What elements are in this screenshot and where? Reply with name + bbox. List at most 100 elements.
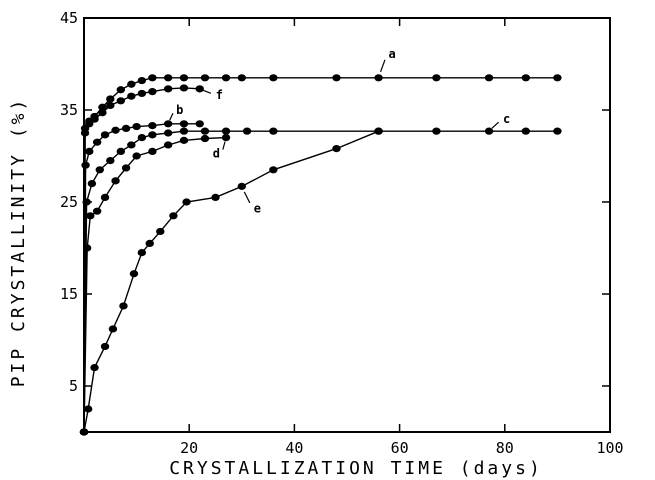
data-point xyxy=(200,127,210,135)
data-point xyxy=(100,193,110,201)
data-point xyxy=(484,127,494,135)
data-point xyxy=(137,89,147,98)
curve-label-leader-f xyxy=(203,89,212,94)
data-point xyxy=(211,193,220,201)
y-tick-label: 25 xyxy=(60,193,78,211)
data-point xyxy=(137,249,147,257)
data-point xyxy=(148,147,157,155)
data-point xyxy=(179,136,189,144)
data-point xyxy=(98,103,107,111)
data-point xyxy=(84,405,93,413)
data-point xyxy=(269,166,278,174)
data-point xyxy=(163,141,173,149)
data-point xyxy=(121,124,131,132)
data-point xyxy=(269,127,278,135)
curve-label-f: f xyxy=(216,88,223,102)
data-point xyxy=(111,177,120,185)
data-point xyxy=(195,120,204,128)
y-tick-label: 5 xyxy=(69,377,78,395)
curve-label-b: b xyxy=(176,103,183,117)
curve-label-leader-b xyxy=(169,113,174,121)
data-point xyxy=(92,138,102,146)
data-point xyxy=(156,227,165,236)
curve-label-leader-c xyxy=(491,121,500,129)
data-point xyxy=(95,166,104,174)
series-line-d xyxy=(83,136,227,433)
data-point xyxy=(79,428,89,436)
data-point xyxy=(148,122,157,130)
series-e xyxy=(79,127,383,436)
data-point xyxy=(145,239,154,247)
data-point xyxy=(127,141,136,149)
data-point xyxy=(374,74,383,82)
data-point xyxy=(484,74,494,82)
data-point xyxy=(179,127,189,135)
data-point xyxy=(179,84,189,92)
data-point xyxy=(432,127,441,135)
data-point xyxy=(221,127,231,135)
data-point xyxy=(521,74,531,82)
data-point xyxy=(82,244,92,252)
data-point xyxy=(85,147,94,155)
series-line-c xyxy=(83,130,558,433)
data-point xyxy=(106,157,115,165)
data-point xyxy=(269,74,278,82)
data-point xyxy=(100,342,110,351)
data-point xyxy=(332,145,341,153)
data-point xyxy=(85,120,94,128)
data-point xyxy=(100,131,110,139)
data-point xyxy=(81,161,90,169)
y-tick-label: 45 xyxy=(60,9,78,27)
x-tick-label: 100 xyxy=(596,439,623,457)
series-line-e xyxy=(83,130,379,433)
x-tick-label: 80 xyxy=(496,439,514,457)
data-point xyxy=(129,270,139,278)
data-point xyxy=(163,74,173,82)
data-point xyxy=(148,74,157,82)
data-point xyxy=(127,80,136,88)
data-point xyxy=(111,126,120,134)
data-point xyxy=(116,97,126,105)
data-point xyxy=(182,198,191,206)
curve-label-leader-e xyxy=(243,191,251,204)
curve-label-a: a xyxy=(389,47,396,61)
data-point xyxy=(200,74,210,82)
x-tick-label: 40 xyxy=(285,439,303,457)
data-point xyxy=(179,74,189,82)
plot-frame xyxy=(83,17,611,433)
x-axis-title: CRYSTALLIZATION TIME (days) xyxy=(169,458,543,479)
data-point xyxy=(90,364,99,372)
data-point xyxy=(82,198,91,206)
data-point xyxy=(195,85,204,93)
data-point xyxy=(108,325,118,333)
data-point xyxy=(221,134,231,142)
y-axis-title: PIP CRYSTALLINITY (%) xyxy=(8,97,29,388)
data-point xyxy=(98,109,107,117)
y-tick-label: 15 xyxy=(60,285,78,303)
data-point xyxy=(553,127,562,135)
y-tick-label: 35 xyxy=(60,101,78,119)
data-point xyxy=(116,147,126,155)
data-point xyxy=(121,164,131,172)
data-point xyxy=(553,74,562,82)
data-point xyxy=(521,127,531,135)
data-point xyxy=(86,212,95,220)
data-point xyxy=(221,74,231,82)
data-point xyxy=(163,129,173,137)
data-point xyxy=(132,122,141,131)
x-tick-label: 20 xyxy=(180,439,198,457)
data-point xyxy=(90,115,99,123)
data-point xyxy=(200,134,210,143)
data-point xyxy=(116,86,126,94)
data-point xyxy=(106,95,115,103)
data-point xyxy=(374,127,383,135)
data-point xyxy=(92,207,102,215)
data-point xyxy=(137,134,147,142)
data-point xyxy=(242,127,252,135)
curve-label-c: c xyxy=(503,112,510,126)
series-c xyxy=(79,127,562,436)
series-b xyxy=(79,120,204,436)
series-d xyxy=(79,134,231,436)
data-point xyxy=(106,101,115,109)
